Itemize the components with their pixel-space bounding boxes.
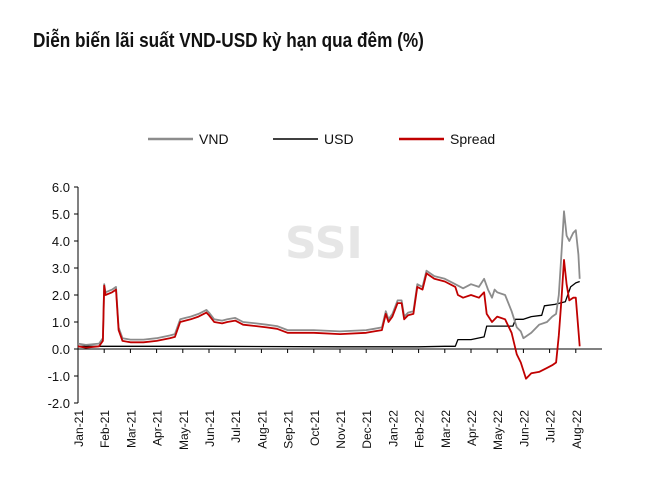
chart-legend: VND USD Spread	[148, 131, 495, 147]
y-tick-label: 0.0	[52, 342, 70, 357]
x-tick-label: Jul-21	[229, 410, 243, 443]
chart-title: Diễn biến lãi suất VND-USD kỳ hạn qua đê…	[33, 30, 424, 52]
legend-label-vnd: VND	[199, 131, 229, 147]
x-tick-label: Dec-21	[360, 410, 374, 449]
x-tick-label: Sep-21	[282, 410, 296, 449]
x-tick-label: Aug-21	[255, 410, 269, 449]
y-tick-label: 3.0	[52, 261, 70, 276]
x-tick-label: Mar-22	[439, 410, 453, 448]
series-line-vnd	[77, 210, 581, 346]
x-tick-label: Jan-22	[386, 410, 400, 447]
x-tick-label: Jan-21	[72, 410, 86, 447]
x-tick-labels: Jan-21 Feb-21 Mar-21 Apr-21 May-21 Jun-21 Jul-…	[72, 410, 584, 450]
y-tick-label: 6.0	[52, 180, 70, 195]
watermark-text: SSI	[285, 218, 363, 269]
series-line-usd	[78, 280, 580, 348]
x-tick-label: Apr-22	[465, 410, 479, 446]
y-tick-label: -2.0	[48, 396, 70, 411]
x-tick-label: Aug-22	[570, 410, 584, 449]
x-tick-label: Jun-22	[517, 410, 531, 447]
chart-axes: 6.0 5.0 4.0 3.0 2.0 1.0 0.0 -1.0 -2.0	[48, 180, 602, 411]
legend-label-spread: Spread	[450, 131, 495, 147]
y-tick-label: 4.0	[52, 234, 70, 249]
y-tick-label: 2.0	[52, 288, 70, 303]
x-tick-label: Feb-22	[413, 410, 427, 448]
x-tick-label: Apr-21	[151, 410, 165, 446]
x-tick-label: Jun-21	[203, 410, 217, 447]
chart-series	[77, 210, 581, 380]
legend-label-usd: USD	[324, 131, 354, 147]
x-tick-label: Oct-21	[308, 410, 322, 446]
x-tick-label: Jul-22	[544, 410, 558, 443]
y-tick-label: 5.0	[52, 207, 70, 222]
x-tick-label: Mar-21	[124, 410, 138, 448]
y-tick-label: -1.0	[48, 369, 70, 384]
series-line-spread	[77, 259, 581, 380]
y-tick-label: 1.0	[52, 315, 70, 330]
x-tick-label: May-22	[491, 410, 505, 450]
x-tick-label: Feb-21	[98, 410, 112, 448]
x-tick-label: May-21	[177, 410, 191, 450]
x-tick-label: Nov-21	[334, 410, 348, 449]
